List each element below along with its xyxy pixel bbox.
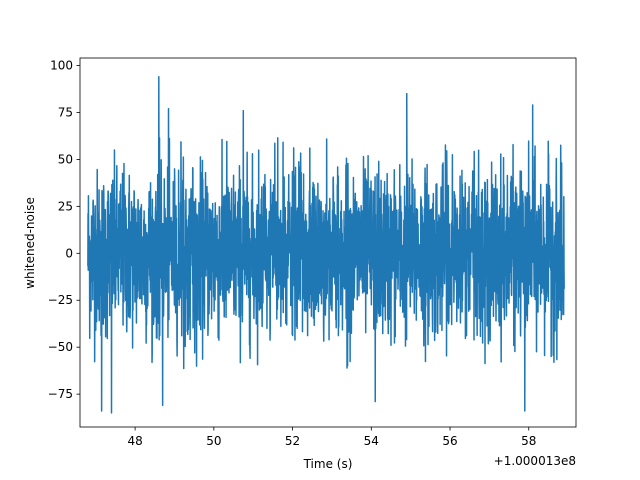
y-axis: −75 −50 −25 0 25 50 75 100: [48, 59, 80, 401]
y-tick-label: 100: [50, 59, 73, 73]
x-tick-label: 52: [285, 434, 300, 448]
y-tick-label: −50: [48, 340, 73, 354]
x-tick-label: 48: [127, 434, 142, 448]
y-tick-label: 50: [58, 152, 73, 166]
x-axis-offset-label: +1.000013e8: [494, 454, 576, 468]
plot-frame: [79, 57, 577, 428]
x-tick-label: 54: [364, 434, 379, 448]
y-tick-label: 25: [58, 199, 73, 213]
y-tick-label: −75: [48, 387, 73, 401]
x-tick-label: 56: [442, 434, 457, 448]
y-tick-label: 0: [65, 246, 73, 260]
y-axis-label: whitened-noise: [23, 197, 37, 289]
x-tick-label: 58: [521, 434, 536, 448]
series-layer: [87, 76, 565, 414]
y-tick-label: 75: [58, 105, 73, 119]
series-line: [87, 76, 565, 414]
x-axis-label: Time (s): [303, 457, 353, 471]
y-tick-label: −25: [48, 293, 73, 307]
x-axis: 48 50 52 54 56 58: [127, 427, 536, 448]
x-tick-label: 50: [206, 434, 221, 448]
